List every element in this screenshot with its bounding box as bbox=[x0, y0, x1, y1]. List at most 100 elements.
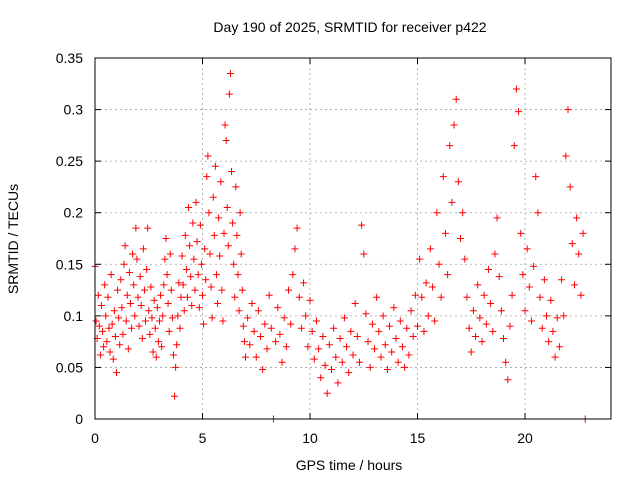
data-point bbox=[174, 312, 182, 320]
data-point bbox=[463, 293, 471, 301]
data-point bbox=[166, 250, 174, 258]
data-point bbox=[487, 299, 495, 307]
data-point bbox=[210, 231, 218, 239]
data-point bbox=[246, 341, 254, 349]
data-point bbox=[319, 332, 327, 340]
data-point bbox=[495, 273, 503, 281]
data-point bbox=[547, 296, 555, 304]
data-point bbox=[118, 304, 126, 312]
data-point bbox=[315, 345, 323, 353]
data-point bbox=[334, 379, 342, 387]
data-point bbox=[121, 242, 129, 250]
data-point bbox=[181, 231, 189, 239]
data-point bbox=[219, 317, 227, 325]
data-point bbox=[146, 330, 154, 338]
data-point bbox=[506, 322, 514, 330]
data-point bbox=[117, 276, 125, 284]
data-point bbox=[248, 299, 256, 307]
data-point bbox=[465, 324, 473, 332]
data-point bbox=[156, 317, 163, 325]
data-point bbox=[336, 335, 344, 343]
data-point bbox=[577, 291, 585, 299]
data-point bbox=[208, 314, 216, 322]
data-point bbox=[148, 314, 156, 322]
data-point bbox=[132, 224, 140, 232]
data-point bbox=[343, 343, 351, 351]
data-point bbox=[272, 338, 280, 346]
y-tick-label: 0.15 bbox=[56, 256, 83, 272]
data-point bbox=[570, 281, 578, 289]
data-point bbox=[291, 245, 299, 253]
data-point bbox=[230, 260, 238, 268]
data-point bbox=[302, 312, 310, 320]
data-point bbox=[229, 219, 237, 227]
data-point bbox=[186, 242, 194, 250]
data-point bbox=[231, 293, 239, 301]
data-point bbox=[375, 327, 383, 335]
data-point bbox=[197, 260, 205, 268]
data-point bbox=[239, 322, 247, 330]
data-point bbox=[189, 219, 197, 227]
data-point bbox=[553, 314, 561, 322]
data-point bbox=[504, 376, 512, 384]
data-point bbox=[228, 167, 236, 175]
data-point bbox=[349, 351, 357, 359]
data-point bbox=[242, 353, 249, 361]
data-point bbox=[461, 255, 469, 263]
grid bbox=[95, 58, 611, 419]
data-point bbox=[171, 392, 179, 400]
data-point bbox=[355, 358, 363, 366]
data-point bbox=[116, 341, 124, 349]
data-point bbox=[431, 317, 439, 325]
data-point bbox=[500, 335, 507, 343]
data-point bbox=[312, 317, 320, 325]
data-point bbox=[99, 327, 107, 335]
data-point bbox=[338, 358, 346, 366]
y-tick-label: 0.35 bbox=[56, 50, 83, 66]
data-point bbox=[422, 279, 430, 287]
data-point bbox=[226, 69, 234, 77]
data-point bbox=[317, 374, 325, 382]
data-point bbox=[345, 369, 353, 377]
data-point bbox=[435, 260, 443, 268]
data-point bbox=[180, 307, 188, 315]
data-point bbox=[409, 332, 417, 340]
data-point bbox=[497, 307, 505, 315]
data-point bbox=[234, 271, 242, 279]
data-point bbox=[104, 293, 112, 301]
data-point bbox=[358, 221, 366, 229]
data-point bbox=[214, 299, 222, 307]
data-point bbox=[411, 291, 419, 299]
data-point bbox=[568, 240, 576, 248]
data-point bbox=[216, 252, 224, 260]
data-point bbox=[293, 224, 301, 232]
data-point bbox=[154, 338, 162, 346]
data-point bbox=[191, 286, 199, 294]
data-point bbox=[396, 317, 404, 325]
data-point bbox=[532, 173, 540, 181]
data-point bbox=[381, 341, 389, 349]
data-point bbox=[178, 252, 186, 260]
data-point bbox=[158, 343, 166, 351]
data-point bbox=[125, 269, 133, 277]
data-point bbox=[233, 231, 241, 239]
data-point bbox=[280, 314, 288, 322]
data-point bbox=[139, 245, 147, 253]
data-point bbox=[187, 273, 195, 281]
data-point bbox=[287, 320, 295, 328]
data-point bbox=[195, 304, 203, 312]
data-point bbox=[452, 95, 460, 103]
data-point bbox=[129, 250, 137, 258]
data-point bbox=[401, 363, 409, 371]
data-point bbox=[96, 351, 104, 359]
data-point bbox=[323, 389, 331, 397]
data-point bbox=[420, 327, 428, 335]
data-point bbox=[321, 361, 329, 369]
data-point bbox=[549, 327, 557, 335]
data-point bbox=[555, 343, 563, 351]
data-point bbox=[493, 214, 501, 222]
data-point bbox=[205, 209, 213, 217]
data-point bbox=[161, 255, 169, 263]
y-tick-label: 0 bbox=[75, 411, 83, 427]
data-point bbox=[441, 229, 449, 237]
